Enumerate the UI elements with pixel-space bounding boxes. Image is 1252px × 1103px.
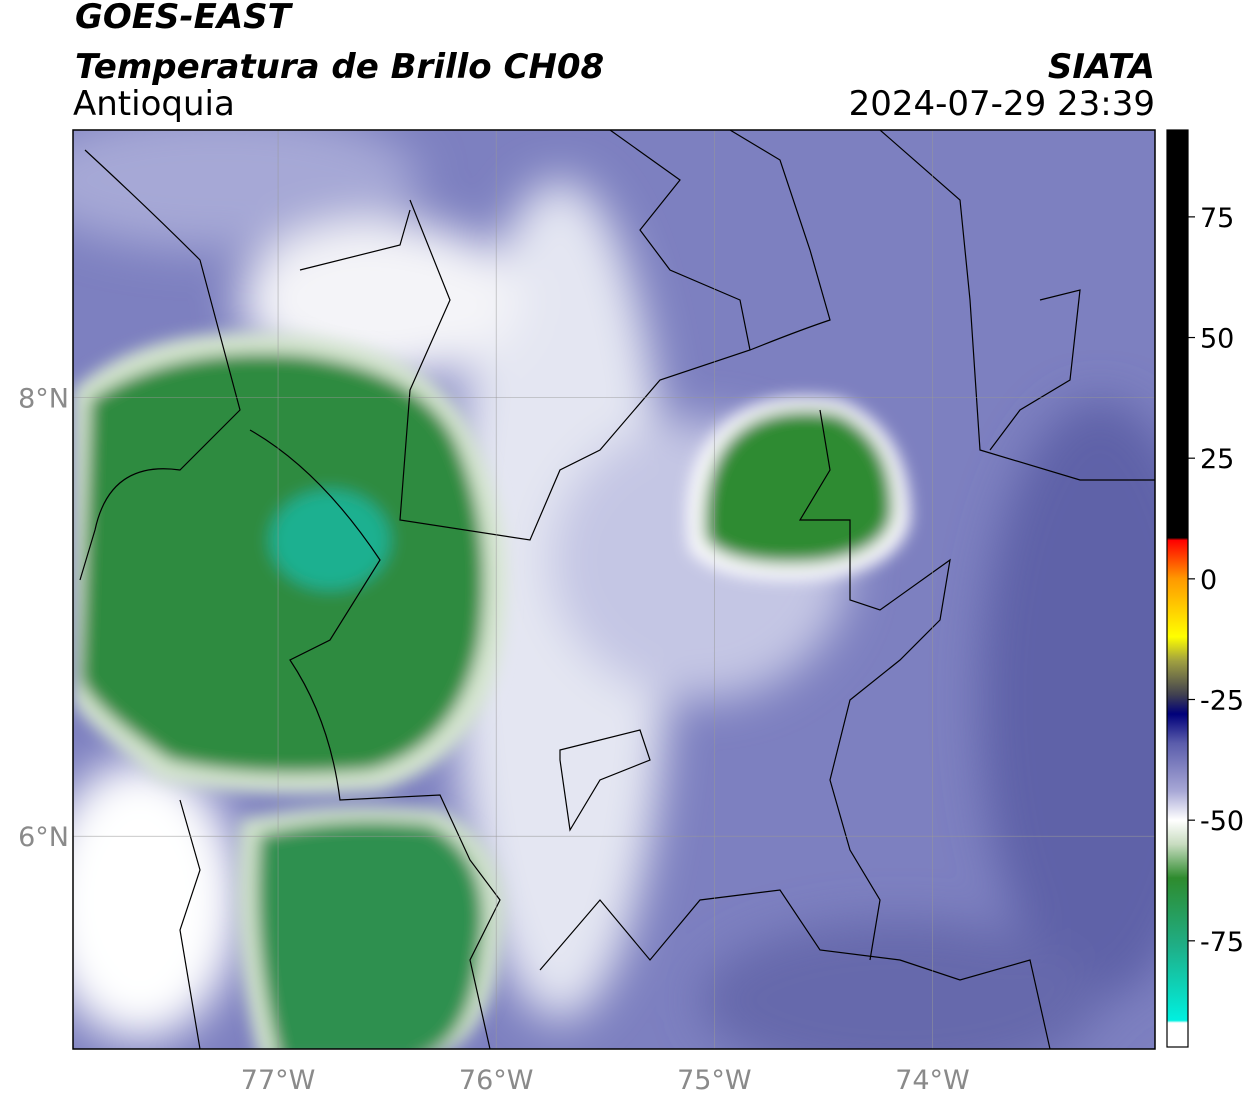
subtitle: Temperatura de Brillo CH08 [75,47,604,87]
lon-tick-label: 77°W [241,1065,316,1096]
datetime: 2024-07-29 23:39 [849,84,1155,124]
colorbar-tick-label: 25 [1200,444,1234,475]
lat-tick-label: 8°N [18,384,69,415]
graticule [73,130,1155,1049]
lat-tick-label: 6°N [18,822,69,853]
colorbar-tick-label: -50 [1200,806,1244,837]
lon-tick-label: 74°W [895,1065,970,1096]
map-field [73,130,1155,1049]
region: Antioquia [73,84,235,124]
axes: 77°W 76°W 75°W 74°W 8°N 6°N 75 50 25 0 -25 -50 -75 [18,203,1244,1096]
lon-tick-label: 76°W [459,1065,534,1096]
boundaries [79,130,1155,1049]
colorbar-tick-label: 50 [1200,324,1234,355]
title: GOES-EAST [75,0,294,37]
lon-tick-label: 75°W [677,1065,752,1096]
source: SIATA [1048,47,1155,87]
colorbar-tick-label: 0 [1200,565,1217,596]
colorbar [1166,129,1189,1048]
colorbar-tick-label: -25 [1200,686,1244,717]
colorbar-tick-label: 75 [1200,203,1234,234]
colorbar-tick-label: -75 [1200,927,1244,958]
map-frame [72,129,1156,1050]
